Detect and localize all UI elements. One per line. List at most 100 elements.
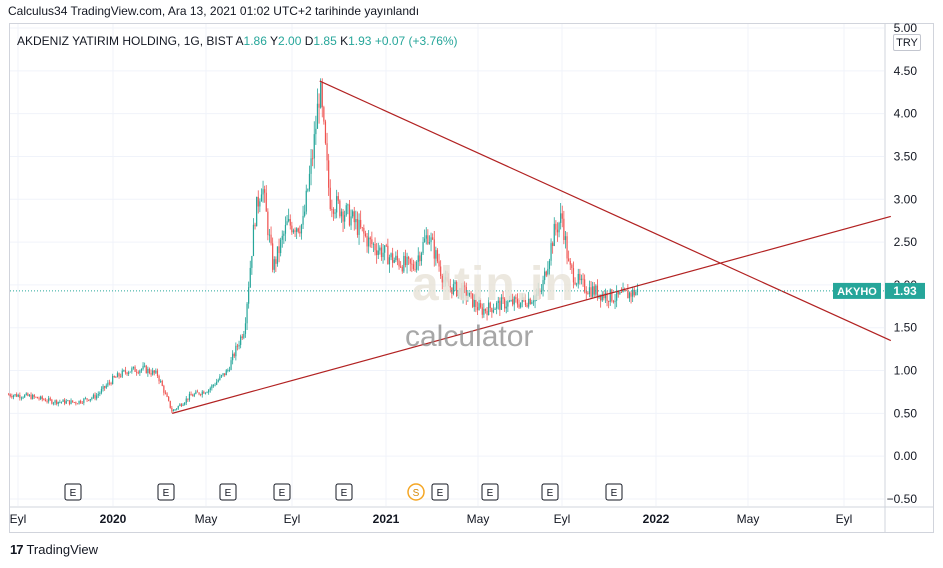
candle-body	[627, 290, 629, 299]
candle-body	[544, 271, 546, 281]
candle-body	[96, 395, 98, 399]
candle-body	[436, 250, 439, 262]
candle-body	[635, 292, 637, 296]
time-tick-label: Eyl	[554, 512, 571, 526]
low-value: 1.85	[313, 34, 337, 48]
candle-body	[536, 294, 538, 296]
candle-body	[508, 300, 511, 302]
candle-body	[32, 395, 34, 399]
candle-body	[355, 219, 357, 223]
candle-body	[427, 235, 429, 244]
candle-body	[326, 143, 328, 161]
earnings-event-label: E	[437, 488, 444, 499]
candle-body	[582, 278, 584, 280]
candle-body	[352, 211, 354, 217]
candle-body	[494, 308, 496, 310]
candle-body	[144, 365, 146, 367]
candle-body	[600, 294, 602, 301]
candle-body	[308, 173, 311, 190]
candle-body	[99, 392, 101, 395]
candle-body	[102, 386, 104, 389]
price-tick-label: 5.00	[894, 21, 918, 35]
footer-brand[interactable]: TradingView	[26, 542, 99, 557]
price-tick-label: 4.50	[894, 64, 918, 78]
candle-body	[587, 293, 589, 295]
candle-body	[363, 227, 365, 234]
candles	[8, 78, 639, 414]
candle-body	[36, 396, 39, 399]
candle-body	[307, 189, 309, 191]
candle-body	[83, 398, 85, 403]
price-tick-label: 1.00	[894, 364, 918, 378]
candle-body	[476, 307, 479, 311]
candle-body	[620, 292, 623, 293]
candle-body	[376, 250, 378, 256]
candle-body	[585, 291, 587, 294]
price-tick-label: −0.50	[887, 492, 918, 506]
candle-body	[545, 271, 547, 276]
candle-body	[206, 392, 208, 394]
candle-body	[478, 303, 480, 311]
candle-body	[465, 287, 467, 298]
candle-body	[281, 235, 283, 240]
candle-body	[300, 224, 303, 234]
earnings-event-label: E	[163, 488, 170, 499]
candle-body	[484, 308, 487, 311]
candle-body	[553, 223, 555, 247]
candle-body	[516, 298, 519, 305]
candle-body	[188, 393, 191, 400]
split-event-label: S	[413, 488, 420, 499]
candle-body	[204, 392, 207, 394]
candle-body	[217, 379, 219, 382]
candle-body	[41, 396, 43, 400]
candle-body	[57, 401, 59, 404]
candle-body	[86, 398, 88, 400]
candle-body	[529, 298, 531, 304]
candle-body	[19, 395, 21, 398]
candle-body	[75, 402, 77, 404]
candle-body	[302, 215, 304, 225]
candle-body	[224, 373, 226, 376]
candle-body	[572, 268, 575, 283]
candle-body	[262, 189, 264, 195]
candle-body	[577, 273, 579, 284]
candle-body	[420, 253, 423, 262]
candle-body	[91, 397, 93, 399]
candle-body	[201, 391, 203, 395]
candle-body	[486, 310, 488, 316]
candle-body	[14, 394, 16, 396]
candle-body	[56, 400, 58, 404]
candle-body	[542, 280, 544, 292]
published-line: Calculus34 TradingView.com, Ara 13, 2021…	[8, 4, 420, 18]
candle-body	[430, 237, 432, 243]
candle-body	[182, 404, 184, 406]
candle-body	[270, 234, 272, 244]
candle-body	[200, 394, 202, 396]
price-tick-label: 3.50	[894, 149, 918, 163]
candle-body	[80, 400, 82, 403]
candle-body	[539, 289, 541, 292]
candle-body	[177, 406, 179, 409]
candle-body	[446, 277, 448, 281]
candle-body	[310, 158, 312, 174]
candle-body	[595, 285, 597, 295]
candle-body	[208, 389, 210, 393]
candle-body	[512, 299, 514, 305]
currency-button[interactable]: TRY	[893, 34, 921, 51]
candle-body	[548, 260, 551, 269]
candle-body	[9, 394, 11, 397]
earnings-event-label: E	[547, 488, 554, 499]
candle-body	[248, 287, 250, 304]
candle-body	[339, 200, 341, 217]
high-value: 2.00	[278, 34, 302, 48]
candle-body	[601, 293, 603, 301]
candle-body	[264, 189, 266, 193]
candle-body	[169, 400, 171, 408]
earnings-event-marker	[157, 483, 175, 501]
candle-body	[112, 376, 114, 385]
candle-body	[118, 373, 120, 377]
candle-body	[193, 393, 195, 397]
candle-body	[305, 190, 307, 212]
candle-body	[558, 222, 560, 233]
